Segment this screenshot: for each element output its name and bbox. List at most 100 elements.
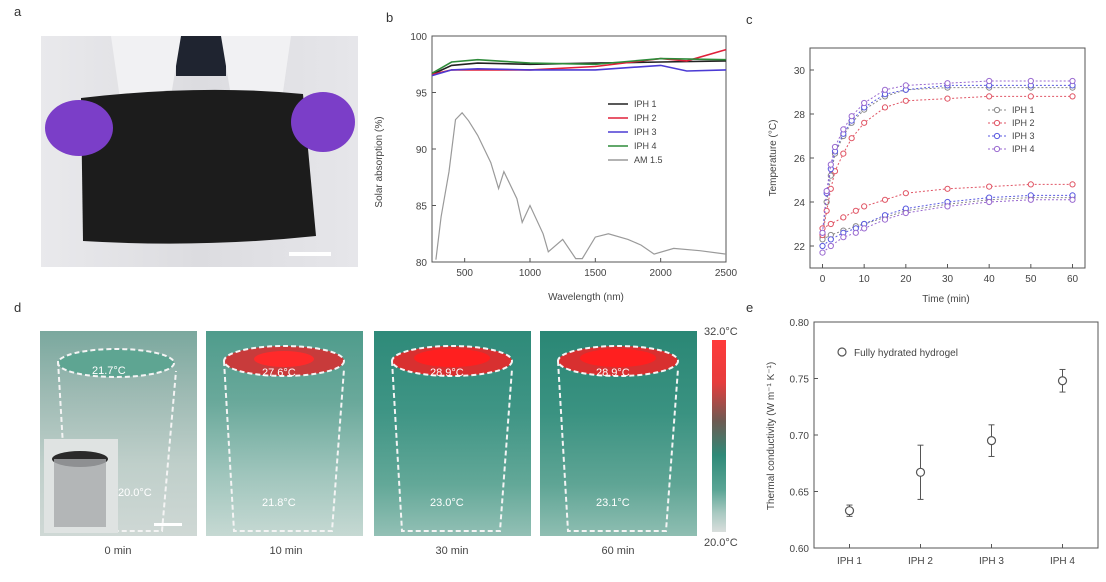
e-legend-marker	[837, 347, 847, 357]
b-series-line	[431, 64, 727, 77]
c-data-point	[986, 93, 993, 100]
c-data-point	[902, 190, 909, 197]
b-ylabel: Solar absorption (%)	[374, 116, 385, 207]
b-legend-label: IPH 4	[634, 141, 657, 151]
c-data-point	[944, 203, 951, 210]
b-xtick-label: 2500	[715, 268, 738, 279]
c-data-point	[827, 161, 834, 168]
colorbar-min-label: 20.0°C	[704, 537, 738, 549]
c-data-point	[944, 95, 951, 102]
c-ytick-label: 30	[794, 66, 806, 77]
top-temp-10min: 27.6°C	[262, 367, 296, 379]
c-data-point	[848, 113, 855, 120]
c-data-point	[819, 229, 826, 236]
panel-label-e: e	[746, 300, 754, 315]
c-data-point	[1069, 93, 1076, 100]
c-data-point	[852, 229, 859, 236]
caption-0min: 0 min	[104, 545, 132, 557]
c-data-point	[827, 220, 834, 228]
b-legend-label: IPH 3	[634, 127, 657, 137]
c-data-point	[852, 207, 859, 214]
c-data-point	[823, 207, 830, 214]
caption-60min: 60 min	[601, 545, 635, 557]
c-data-point	[861, 99, 868, 107]
c-data-point	[986, 183, 993, 190]
thermal-image-0min: 21.7°C 20.0°C	[40, 331, 197, 536]
caption-10min: 10 min	[269, 545, 303, 557]
c-xtick-label: 10	[859, 274, 871, 285]
c-data-point	[902, 82, 909, 89]
c-xtick-label: 0	[820, 274, 826, 285]
c-data-point	[1069, 77, 1076, 85]
b-legend-label: IPH 1	[634, 99, 657, 109]
c-data-point	[861, 225, 868, 232]
c-data-point	[902, 97, 909, 104]
b-xtick-label: 500	[456, 268, 473, 279]
e-xtick-label: IPH 2	[908, 556, 933, 567]
c-series-line	[822, 194, 1073, 247]
panel-label-c: c	[746, 12, 753, 27]
b-series-line	[435, 111, 727, 260]
c-xtick-label: 40	[984, 274, 996, 285]
c-legend-marker	[993, 145, 1001, 153]
c-legend-label: IPH 1	[1012, 105, 1035, 115]
e-data-point	[1057, 376, 1068, 386]
b-legend-label: IPH 2	[634, 113, 657, 123]
b-ytick-label: 80	[416, 258, 428, 269]
e-data-point	[844, 506, 855, 516]
thermal-image-60min: 28.9°C 23.1°C	[540, 331, 697, 536]
e-xtick-label: IPH 1	[837, 556, 862, 567]
temperature-chart: 22 24 26 28 30 0 10 20 30 40 50 60 IPH 1 IPH 2 IPH 3 IP…	[768, 47, 1086, 305]
c-xtick-label: 20	[900, 274, 912, 285]
b-ytick-label: 100	[410, 32, 427, 43]
e-data-point	[915, 467, 926, 477]
thermal-conductivity-chart: 0.60 0.65 0.70 0.75 0.80 IPH 1 IPH 2 IPH 3 IPH 4…	[766, 318, 1099, 567]
c-legend-marker	[993, 132, 1001, 140]
e-ytick-label: 0.60	[790, 544, 810, 555]
b-xtick-label: 1500	[584, 268, 607, 279]
top-temp-0min: 21.7°C	[92, 365, 126, 377]
c-ytick-label: 22	[794, 242, 806, 253]
thermal-image-30min: 28.9°C 23.0°C	[374, 331, 531, 536]
c-data-point	[881, 86, 889, 93]
e-ytick-label: 0.80	[790, 318, 810, 329]
bottom-temp-10min: 21.8°C	[262, 497, 296, 509]
b-ytick-label: 95	[416, 89, 428, 100]
b-xtick-label: 1000	[519, 268, 542, 279]
c-xlabel: Time (min)	[922, 294, 969, 305]
c-series-line	[822, 199, 1073, 253]
b-ytick-label: 90	[416, 145, 428, 156]
caption-30min: 30 min	[435, 545, 469, 557]
e-ytick-label: 0.70	[790, 431, 810, 442]
c-xtick-label: 50	[1025, 274, 1037, 285]
c-data-point	[944, 185, 951, 192]
bottom-temp-60min: 23.1°C	[596, 497, 630, 509]
c-xtick-label: 60	[1067, 274, 1079, 285]
c-data-point	[848, 135, 855, 142]
b-series-line	[431, 57, 727, 74]
c-legend-label: IPH 2	[1012, 118, 1035, 128]
c-data-point	[986, 198, 993, 206]
c-data-point	[840, 126, 847, 133]
top-temp-60min: 28.9°C	[596, 367, 630, 379]
c-data-point	[831, 143, 839, 151]
bottom-temp-0min: 20.0°C	[118, 487, 152, 499]
c-legend-marker	[993, 106, 1001, 114]
c-data-point	[827, 236, 834, 243]
c-data-point	[840, 150, 847, 157]
panel-label-d: d	[14, 300, 22, 315]
c-data-point	[1027, 93, 1034, 100]
c-data-point	[861, 119, 868, 126]
e-ylabel: Thermal conductivity (W m⁻¹ K⁻¹)	[766, 362, 777, 510]
c-data-point	[881, 104, 889, 111]
e-ytick-label: 0.75	[790, 375, 810, 386]
c-series-line	[822, 95, 1073, 236]
c-data-point	[986, 77, 993, 85]
panel-label-b: b	[386, 10, 394, 25]
c-legend-label: IPH 3	[1012, 131, 1035, 141]
c-data-point	[1027, 196, 1034, 203]
solar-absorption-chart: 80 85 90 95 100 500 1000 1500 2000 2500 IPH 1 IPH 2…	[374, 32, 738, 303]
c-data-point	[827, 242, 834, 250]
b-xtick-label: 2000	[650, 268, 673, 279]
b-series-line	[431, 60, 727, 76]
